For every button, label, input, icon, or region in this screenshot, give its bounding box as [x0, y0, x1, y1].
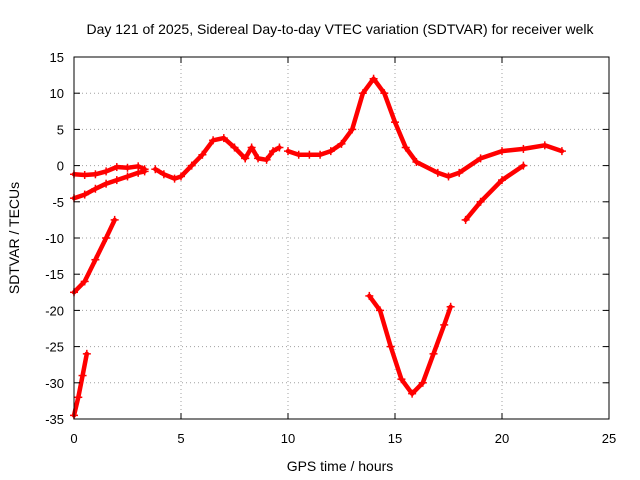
data-point-marker	[455, 168, 464, 177]
series-track-main-c	[242, 145, 282, 163]
data-point-marker	[476, 197, 485, 206]
data-point-marker	[498, 147, 506, 156]
data-point-marker	[519, 161, 528, 170]
data-point-marker	[140, 167, 149, 176]
data-point-marker	[110, 215, 119, 224]
data-point-marker	[365, 291, 374, 300]
data-point-marker	[247, 143, 256, 152]
series-track-rising-late	[463, 163, 526, 223]
data-point-marker	[275, 143, 284, 152]
data-point-marker	[348, 125, 357, 134]
data-point-marker	[102, 179, 111, 188]
data-point-marker	[376, 306, 385, 315]
x-tick-label: 25	[602, 431, 616, 446]
y-tick-label: 0	[57, 159, 64, 174]
data-point-marker	[440, 320, 449, 329]
data-point-marker	[123, 163, 132, 172]
y-tick-label: -5	[52, 195, 64, 210]
data-point-marker	[540, 141, 549, 150]
data-point-marker	[112, 163, 121, 172]
grid	[74, 57, 609, 419]
data-point-marker	[262, 155, 271, 164]
x-tick-label: 15	[388, 431, 402, 446]
data-point-marker	[557, 147, 566, 156]
data-point-marker	[369, 74, 378, 83]
data-point-marker	[241, 154, 250, 163]
data-point-marker	[444, 172, 453, 181]
y-tick-label: 15	[50, 50, 64, 65]
data-point-marker	[498, 176, 506, 185]
series-track-main-b	[153, 135, 248, 181]
data-point-marker	[284, 147, 292, 156]
data-point-marker	[412, 157, 421, 166]
chart-title: Day 121 of 2025, Sidereal Day-to-day VTE…	[86, 21, 594, 37]
data-point-marker	[112, 176, 121, 185]
x-axis-label: GPS time / hours	[287, 458, 394, 474]
series-track-negative-a	[71, 217, 117, 295]
series-track-main-d	[285, 76, 565, 179]
y-tick-label: -25	[45, 340, 64, 355]
data-point-marker	[429, 349, 438, 358]
data-point-marker	[82, 349, 91, 358]
data-point-marker	[134, 168, 143, 177]
data-point-marker	[123, 172, 132, 181]
data-point-marker	[418, 378, 427, 387]
y-tick-label: -35	[45, 412, 64, 427]
data-point-marker	[461, 215, 470, 224]
y-tick-label: -20	[45, 303, 64, 318]
y-tick-label: -15	[45, 267, 64, 282]
data-point-marker	[391, 118, 399, 127]
data-point-marker	[305, 150, 314, 159]
data-point-marker	[337, 139, 346, 148]
data-point-marker	[91, 255, 100, 264]
data-point-marker	[446, 302, 455, 311]
y-tick-label: -30	[45, 376, 64, 391]
data-point-marker	[74, 393, 83, 402]
data-point-marker	[397, 375, 406, 384]
data-point-marker	[380, 89, 389, 98]
x-tick-label: 10	[281, 431, 295, 446]
x-tick-label: 5	[177, 431, 184, 446]
data-point-marker	[80, 171, 89, 180]
data-point-marker	[254, 154, 263, 163]
data-point-marker	[151, 165, 160, 174]
data-point-marker	[358, 89, 367, 98]
x-tick-label: 20	[495, 431, 509, 446]
data-point-marker	[78, 371, 87, 380]
axis-ticks: 0 5 10 15 20 25 -35 -30 -25 -20 -15 -10 -5 0 5 10 15	[45, 50, 616, 446]
data-point-marker	[170, 174, 179, 183]
data-point-marker	[519, 144, 528, 153]
data-point-marker	[386, 342, 395, 351]
data-point-marker	[219, 134, 228, 143]
series-track-negative-b	[71, 351, 90, 418]
x-tick-label: 0	[70, 431, 77, 446]
data-series	[70, 74, 566, 420]
data-point-marker	[177, 172, 185, 181]
data-point-marker	[269, 147, 278, 156]
y-tick-label: 5	[57, 122, 64, 137]
data-point-marker	[476, 154, 485, 163]
data-point-marker	[433, 168, 442, 177]
data-point-marker	[80, 277, 89, 286]
y-tick-label: -10	[45, 231, 64, 246]
data-point-marker	[316, 150, 325, 159]
data-point-marker	[159, 170, 168, 179]
y-tick-label: 10	[50, 86, 64, 101]
y-axis-label: SDTVAR / TECUs	[6, 182, 22, 294]
data-point-marker	[408, 389, 417, 398]
data-point-marker	[102, 167, 111, 176]
data-point-marker	[230, 143, 239, 152]
data-point-marker	[198, 150, 207, 159]
data-point-marker	[91, 184, 100, 193]
data-point-marker	[326, 147, 335, 156]
data-point-marker	[209, 136, 218, 145]
data-point-marker	[187, 161, 196, 170]
data-point-marker	[91, 170, 100, 179]
data-point-marker	[80, 190, 89, 199]
data-point-marker	[102, 234, 111, 242]
data-point-marker	[401, 143, 410, 152]
data-point-marker	[294, 150, 303, 159]
